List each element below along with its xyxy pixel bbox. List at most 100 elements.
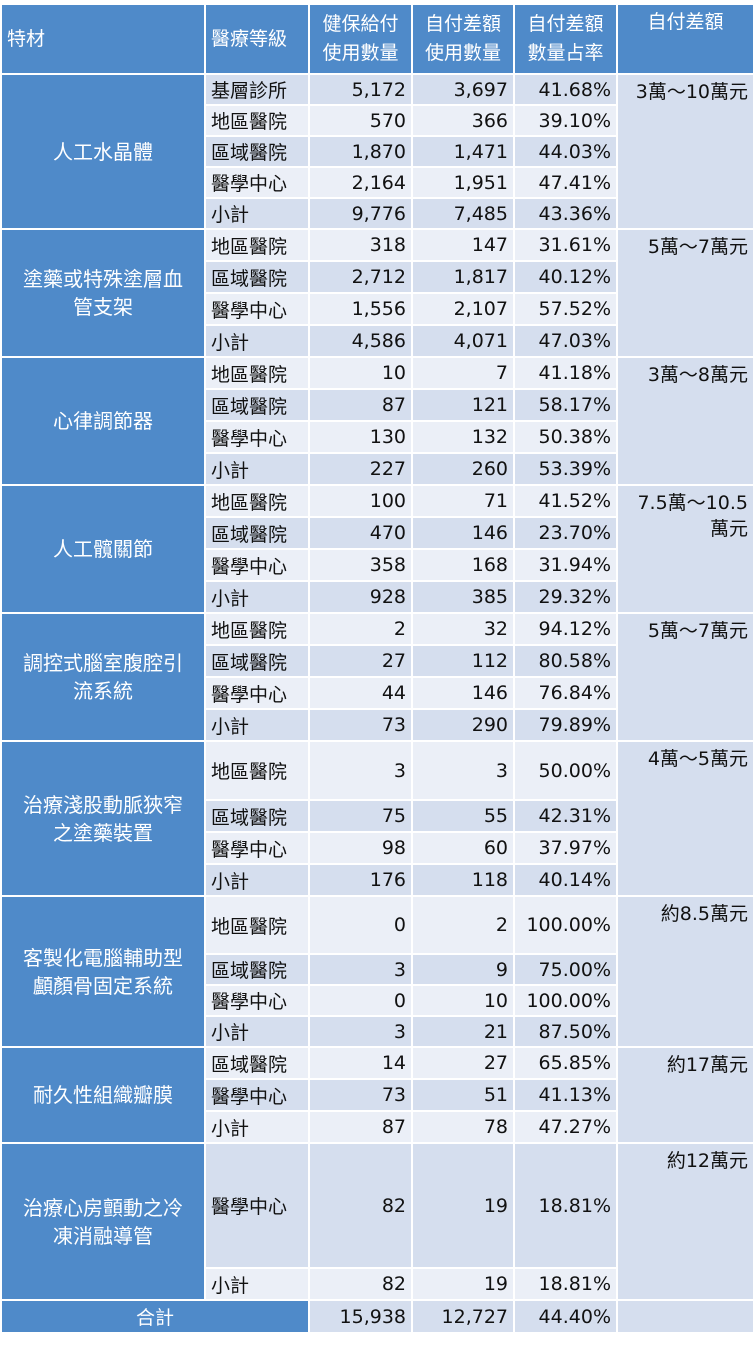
- table-row: 人工髖關節 地區醫院 100 71 41.52% 7.5萬～10.5 萬元: [0, 484, 755, 614]
- self-pay-quantity: 60: [411, 831, 515, 865]
- header-self-pay-ratio-line1: 自付差額: [527, 13, 604, 35]
- self-pay-quantity: 7: [411, 356, 515, 390]
- hospital-level: 小計: [204, 1267, 310, 1301]
- hospital-level: 區域醫院: [204, 644, 310, 678]
- medical-device-table: 特材 醫療等級 健保給付 使用數量 自付差額 使用數量 自付差額 數量占率 自付差額 …: [0, 3, 755, 1334]
- self-pay-ratio: 47.27%: [513, 1110, 618, 1144]
- table-row: 區域醫院 1,870 1,471 44.03%: [1, 135, 754, 168]
- material-name: 塗藥或特殊塗層血: [23, 267, 183, 291]
- self-pay-range-cell: 5萬～7萬元: [616, 612, 755, 742]
- header-self-pay-ratio-line2: 數量占率: [527, 42, 604, 64]
- table-row: 心律調節器 地區醫院 10 7 41.18% 3萬～8萬元: [0, 356, 755, 486]
- material-name: 人工水晶體: [53, 139, 153, 164]
- self-pay-quantity: 51: [411, 1078, 515, 1112]
- hospital-level: 小計: [204, 580, 310, 614]
- self-pay-range: 5萬～7萬元: [647, 236, 748, 258]
- table-row: 小計 87 78 47.27%: [1, 1110, 754, 1144]
- self-pay-range-cell: 3萬～10萬元: [616, 73, 755, 230]
- self-pay-ratio: 40.12%: [513, 260, 618, 294]
- self-pay-ratio: 44.03%: [513, 135, 618, 168]
- table-row: 小計 176 118 40.14%: [1, 863, 754, 897]
- total-label: 合計: [0, 1299, 310, 1334]
- self-pay-quantity: 32: [411, 612, 515, 646]
- nhi-quantity: 4,586: [308, 324, 413, 358]
- material-name: 管支架: [73, 295, 133, 319]
- self-pay-ratio: 40.14%: [513, 863, 618, 897]
- header-nhi-quantity: 健保給付 使用數量: [308, 3, 413, 75]
- self-pay-range: 7.5萬～10.5: [637, 492, 748, 514]
- hospital-level: 醫學中心: [204, 984, 310, 1017]
- self-pay-quantity: 366: [411, 104, 515, 137]
- header-level: 醫療等級: [204, 3, 310, 75]
- table-row: 醫學中心 44 146 76.84%: [1, 676, 754, 710]
- material-name-cell: 塗藥或特殊塗層血 管支架: [0, 228, 206, 358]
- self-pay-range: 5萬～7萬元: [647, 620, 748, 642]
- table-row: 調控式腦室腹腔引 流系統 地區醫院 2 32 94.12% 5萬～7萬元: [0, 612, 755, 742]
- hospital-level: 地區醫院: [204, 895, 310, 955]
- nhi-quantity: 75: [308, 799, 413, 833]
- hospital-level: 區域醫院: [204, 260, 310, 294]
- nhi-quantity: 130: [308, 420, 413, 454]
- self-pay-ratio: 31.61%: [513, 228, 618, 262]
- header-self-pay-quantity-line1: 自付差額: [424, 13, 501, 35]
- nhi-quantity: 82: [308, 1142, 413, 1269]
- self-pay-quantity: 1,951: [411, 166, 515, 199]
- nhi-quantity: 98: [308, 831, 413, 865]
- table-row: 地區醫院 570 366 39.10%: [1, 104, 754, 137]
- self-pay-ratio: 94.12%: [513, 612, 618, 646]
- table-row: 小計 227 260 53.39%: [1, 452, 754, 486]
- self-pay-quantity: 290: [411, 708, 515, 742]
- self-pay-ratio: 57.52%: [513, 292, 618, 326]
- self-pay-ratio: 18.81%: [513, 1267, 618, 1301]
- self-pay-quantity: 118: [411, 863, 515, 897]
- self-pay-range-cell: 7.5萬～10.5 萬元: [616, 484, 755, 614]
- table-row: 醫學中心 2,164 1,951 47.41%: [1, 166, 754, 199]
- material-name: 顱顏骨固定系統: [33, 973, 173, 998]
- nhi-quantity: 73: [308, 708, 413, 742]
- hospital-level: 醫學中心: [204, 1142, 310, 1269]
- self-pay-ratio: 58.17%: [513, 388, 618, 422]
- self-pay-ratio: 65.85%: [513, 1046, 618, 1080]
- self-pay-range-cell: 5萬～7萬元: [616, 228, 755, 358]
- hospital-level: 醫學中心: [204, 420, 310, 454]
- hospital-level: 醫學中心: [204, 548, 310, 582]
- material-name-cell: 人工髖關節: [0, 484, 206, 614]
- self-pay-range-cell: 約12萬元: [616, 1142, 755, 1301]
- hospital-level: 小計: [204, 708, 310, 742]
- header-self-pay-quantity-line2: 使用數量: [424, 42, 501, 64]
- hospital-level: 小計: [204, 863, 310, 897]
- table-header-row: 特材 醫療等級 健保給付 使用數量 自付差額 使用數量 自付差額 數量占率 自付差額: [0, 3, 755, 75]
- table-row: 塗藥或特殊塗層血 管支架 地區醫院 318 147 31.61% 5萬～7萬元: [0, 228, 755, 358]
- self-pay-ratio: 41.52%: [513, 484, 618, 518]
- self-pay-quantity: 27: [411, 1046, 515, 1080]
- self-pay-ratio: 50.38%: [513, 420, 618, 454]
- nhi-quantity: 176: [308, 863, 413, 897]
- material-name: 之塗藥裝置: [53, 820, 153, 845]
- self-pay-ratio: 80.58%: [513, 644, 618, 678]
- hospital-level: 醫學中心: [204, 1078, 310, 1112]
- self-pay-range-cell: 約17萬元: [616, 1046, 755, 1144]
- table-row: 小計 9,776 7,485 43.36%: [1, 197, 754, 230]
- material-name-cell: 人工水晶體: [0, 73, 206, 230]
- table-row: 醫學中心 98 60 37.97%: [1, 831, 754, 865]
- hospital-level: 地區醫院: [204, 356, 310, 390]
- self-pay-quantity: 9: [411, 953, 515, 986]
- self-pay-ratio: 100.00%: [513, 895, 618, 955]
- nhi-quantity: 14: [308, 1046, 413, 1080]
- table-row: 客製化電腦輔助型 顱顏骨固定系統 地區醫院 0 2 100.00% 約8.5萬元: [0, 895, 755, 1048]
- nhi-quantity: 5,172: [308, 73, 413, 106]
- nhi-quantity: 358: [308, 548, 413, 582]
- hospital-level: 地區醫院: [204, 484, 310, 518]
- hospital-level: 醫學中心: [204, 292, 310, 326]
- self-pay-ratio: 100.00%: [513, 984, 618, 1017]
- nhi-quantity: 82: [308, 1267, 413, 1301]
- total-range-blank: [616, 1299, 755, 1334]
- self-pay-ratio: 42.31%: [513, 799, 618, 833]
- self-pay-range: 3萬～8萬元: [647, 364, 748, 386]
- total-nhi-quantity: 15,938: [308, 1299, 413, 1334]
- hospital-level: 小計: [204, 197, 310, 230]
- material-name-cell: 調控式腦室腹腔引 流系統: [0, 612, 206, 742]
- table-row: 耐久性組織瓣膜 區域醫院 14 27 65.85% 約17萬元: [0, 1046, 755, 1144]
- hospital-level: 區域醫院: [204, 799, 310, 833]
- header-self-pay-ratio: 自付差額 數量占率: [513, 3, 618, 75]
